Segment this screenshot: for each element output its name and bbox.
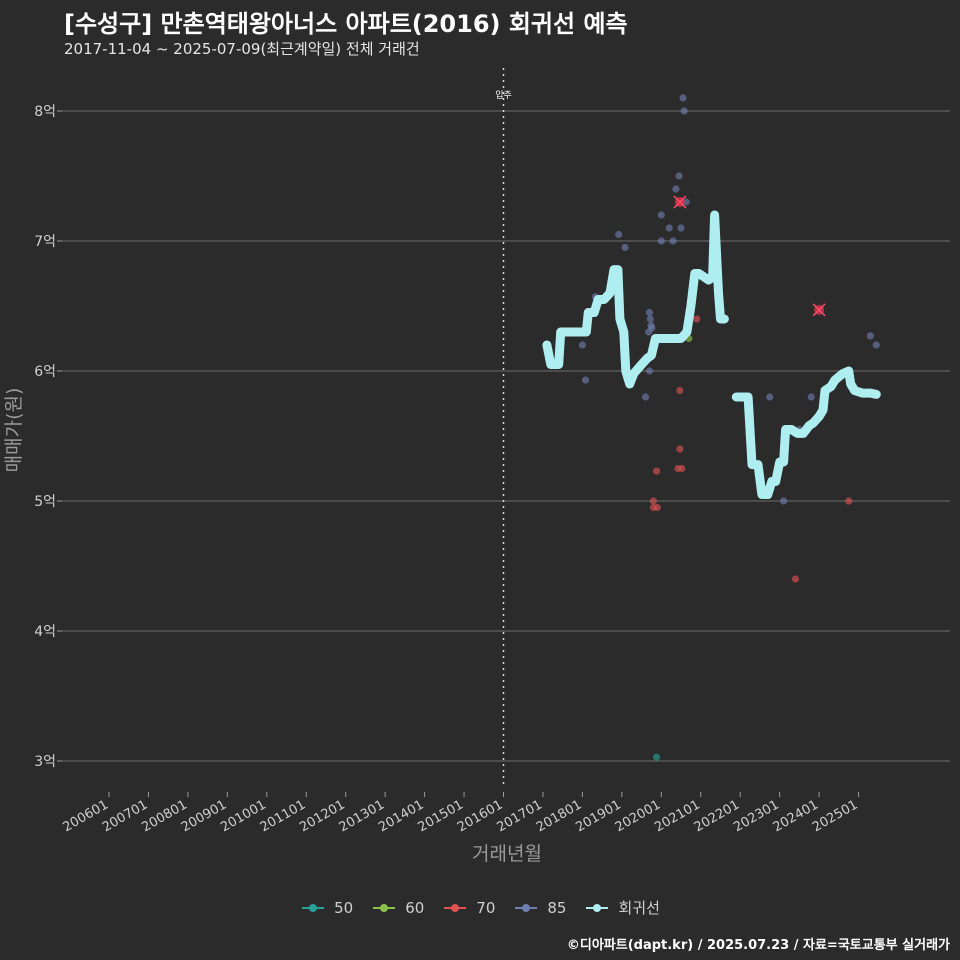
data-point-85	[679, 94, 687, 102]
data-point-85	[648, 324, 656, 332]
data-point-85	[581, 376, 590, 384]
legend-item-70[interactable]: 70	[442, 897, 495, 918]
x-axis-label: 거래년월	[472, 843, 542, 865]
data-point-85	[677, 224, 685, 232]
highlight-cross	[673, 195, 687, 209]
data-point-85	[680, 107, 688, 115]
legend-label-60: 60	[405, 898, 425, 917]
line-layer	[542, 210, 881, 499]
x-tick-label: 202501	[810, 797, 860, 835]
data-point-85	[641, 393, 650, 401]
highlight-cross	[812, 303, 826, 317]
data-point-85	[578, 341, 587, 349]
data-point-85	[669, 237, 677, 245]
data-point-85	[807, 393, 815, 401]
data-point-70	[845, 497, 853, 505]
data-point-70	[653, 503, 661, 512]
data-point-85	[615, 230, 623, 239]
data-point-85	[657, 237, 665, 245]
data-point-85	[779, 497, 788, 505]
highlighted-trade	[673, 195, 687, 209]
data-point-70	[676, 445, 684, 453]
highlight-layer	[673, 195, 826, 317]
legend-item-85[interactable]: 85	[513, 897, 566, 918]
grid-layer: 입주	[62, 68, 950, 785]
legend-item-60[interactable]: 60	[371, 897, 424, 918]
legend-label-70: 70	[476, 898, 496, 917]
highlighted-trade	[812, 303, 826, 317]
move-in-label: 입주	[495, 89, 512, 101]
regression-line	[731, 366, 881, 499]
y-tick-label: 4억	[34, 624, 56, 640]
legend-key-regression	[584, 900, 610, 916]
legend-key-50	[300, 900, 326, 916]
data-point-85	[645, 308, 654, 317]
regression-line	[542, 210, 729, 389]
legend-item-50[interactable]: 50	[300, 897, 353, 918]
axis-layer: 3억4억5억6억7억8억2006012007012008012009012010…	[34, 104, 860, 835]
data-point-85	[657, 211, 665, 219]
data-point-85	[675, 172, 683, 180]
data-point-50	[652, 753, 661, 761]
data-point-70	[791, 575, 800, 583]
y-tick-label: 6억	[34, 364, 56, 380]
chart-subtitle: 2017-11-04 ~ 2025-07-09(최근계약일) 전체 거래건	[64, 40, 420, 58]
y-tick-label: 7억	[34, 234, 56, 250]
data-point-85	[872, 341, 880, 349]
data-point-85	[766, 393, 774, 401]
data-point-85	[646, 315, 654, 323]
data-point-70	[652, 467, 661, 475]
legend-label-regression: 회귀선	[618, 899, 660, 917]
points-layer	[578, 94, 880, 761]
legend-item-regression[interactable]: 회귀선	[584, 897, 660, 918]
data-point-85	[621, 243, 629, 252]
legend-key-85	[513, 900, 539, 916]
y-tick-label: 3억	[34, 754, 56, 770]
data-point-70	[649, 497, 658, 505]
data-point-70	[678, 464, 686, 473]
data-point-85	[665, 224, 673, 232]
legend-label-85: 85	[547, 898, 567, 917]
data-point-70	[693, 315, 701, 323]
y-tick-label: 5억	[34, 494, 56, 510]
data-point-85	[645, 367, 654, 375]
legend-key-70	[442, 900, 468, 916]
chart-title: [수성구] 만촌역태왕아너스 아파트(2016) 회귀선 예측	[64, 10, 628, 38]
y-tick-label: 8억	[34, 104, 56, 120]
data-point-85	[866, 332, 874, 340]
source-caption: ©디아파트(dapt.kr) / 2025.07.23 / 자료=국토교통부 실…	[566, 938, 950, 953]
legend-key-60	[371, 900, 397, 916]
legend-label-50: 50	[334, 898, 354, 917]
legend: 50 60 70 85 회귀선	[0, 897, 960, 918]
data-point-85	[672, 185, 680, 193]
y-axis-label: 매매가(원)	[3, 388, 25, 473]
data-point-70	[676, 386, 684, 395]
